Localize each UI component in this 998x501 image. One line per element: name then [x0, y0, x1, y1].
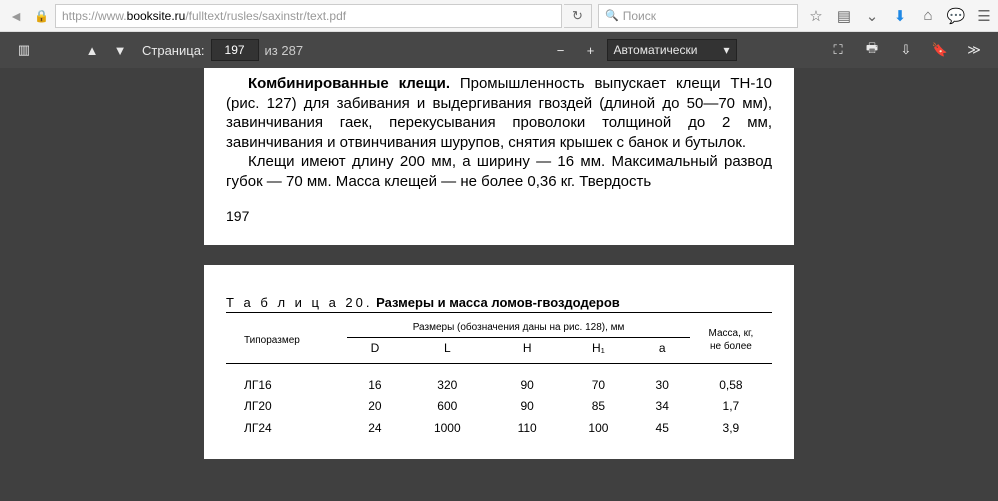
paragraph: Клещи имеют длину 200 мм, а ширину — 16 …: [226, 152, 772, 191]
cell: 0,58: [690, 363, 772, 396]
sidebar-toggle-icon[interactable]: ▥: [10, 36, 38, 64]
search-icon: 🔍: [605, 9, 619, 22]
page-label: Страница:: [142, 43, 205, 58]
menu-icon[interactable]: ☰: [974, 6, 994, 26]
chat-icon[interactable]: 💬: [946, 6, 966, 26]
page-number: 197: [226, 207, 772, 225]
page-up-icon[interactable]: ▲: [78, 36, 106, 64]
cell: ЛГ24: [226, 418, 347, 440]
cell: 90: [492, 363, 562, 396]
back-button[interactable]: ◄: [4, 4, 28, 28]
fullscreen-icon[interactable]: ⛶: [824, 36, 852, 64]
chevron-down-icon: ▾: [724, 43, 730, 57]
cell: 45: [635, 418, 690, 440]
cell: 24: [347, 418, 402, 440]
col-mass: Масса, кг, не более: [690, 313, 772, 364]
col-a: a: [635, 338, 690, 364]
bookmark-pdf-icon[interactable]: 🔖: [926, 36, 954, 64]
download-pdf-icon[interactable]: ⇩: [892, 36, 920, 64]
cell: ЛГ20: [226, 396, 347, 418]
url-host: booksite.ru: [127, 9, 186, 23]
url-input[interactable]: https://www.booksite.ru/fulltext/rusles/…: [55, 4, 562, 28]
col-type: Типоразмер: [226, 313, 347, 364]
zoom-in-icon[interactable]: +: [577, 36, 605, 64]
cell: 20: [347, 396, 402, 418]
print-icon[interactable]: 🖶: [858, 36, 886, 64]
bookmark-icon[interactable]: ☆: [806, 6, 826, 26]
pdf-page: Т а б л и ц а 20. Размеры и масса ломов-…: [204, 265, 794, 459]
lock-icon: 🔒: [34, 9, 49, 23]
browser-toolbar: ◄ 🔒 https://www.booksite.ru/fulltext/rus…: [0, 0, 998, 32]
home-icon[interactable]: ⌂: [918, 6, 938, 26]
cell: 90: [492, 396, 562, 418]
reader-icon[interactable]: ▤: [834, 6, 854, 26]
table-row: ЛГ16163209070300,58: [226, 363, 772, 396]
table-row: ЛГ20206009085341,7: [226, 396, 772, 418]
zoom-out-icon[interactable]: −: [547, 36, 575, 64]
table-caption: Т а б л и ц а 20. Размеры и масса ломов-…: [226, 295, 772, 312]
cell: 30: [635, 363, 690, 396]
col-h1: H₁: [562, 338, 634, 364]
page-number-input[interactable]: [211, 39, 259, 61]
cell: 3,9: [690, 418, 772, 440]
url-protocol: https://www.: [62, 9, 127, 23]
page-down-icon[interactable]: ▼: [106, 36, 134, 64]
pdf-page: Комбинированные клещи. Промышленность вы…: [204, 68, 794, 245]
search-placeholder: Поиск: [623, 9, 656, 23]
cell: 85: [562, 396, 634, 418]
url-path: /fulltext/rusles/saxinstr/text.pdf: [185, 9, 346, 23]
cell: 100: [562, 418, 634, 440]
reload-button[interactable]: ↻: [564, 4, 592, 28]
cell: 600: [403, 396, 493, 418]
cell: 1000: [403, 418, 493, 440]
cell: 70: [562, 363, 634, 396]
cell: ЛГ16: [226, 363, 347, 396]
zoom-controls: − + Автоматически ▾: [547, 36, 737, 64]
paragraph: Комбинированные клещи. Промышленность вы…: [226, 74, 772, 152]
cell: 110: [492, 418, 562, 440]
col-dims: Размеры (обозначения даны на рис. 128), …: [347, 313, 689, 338]
col-h: H: [492, 338, 562, 364]
zoom-value: Автоматически: [614, 43, 698, 57]
pdf-viewport[interactable]: Комбинированные клещи. Промышленность вы…: [0, 68, 998, 501]
col-l: L: [403, 338, 493, 364]
zoom-select[interactable]: Автоматически ▾: [607, 39, 737, 61]
tools-icon[interactable]: ≫: [960, 36, 988, 64]
cell: 1,7: [690, 396, 772, 418]
cell: 34: [635, 396, 690, 418]
pdf-toolbar: ▥ ▲ ▼ Страница: из 287 − + Автоматически…: [0, 32, 998, 68]
pocket-icon[interactable]: ⌄: [862, 6, 882, 26]
toolbar-icons: ☆ ▤ ⌄ ⬇ ⌂ 💬 ☰: [806, 6, 994, 26]
data-table: Типоразмер Размеры (обозначения даны на …: [226, 312, 772, 439]
table-row: ЛГ24241000110100453,9: [226, 418, 772, 440]
col-d: D: [347, 338, 402, 364]
search-input[interactable]: 🔍 Поиск: [598, 4, 798, 28]
download-icon[interactable]: ⬇: [890, 6, 910, 26]
cell: 16: [347, 363, 402, 396]
cell: 320: [403, 363, 493, 396]
page-total: из 287: [265, 43, 304, 58]
